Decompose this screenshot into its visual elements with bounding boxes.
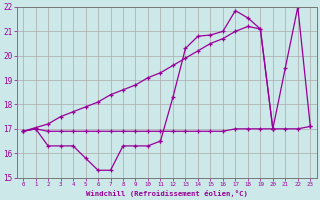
X-axis label: Windchill (Refroidissement éolien,°C): Windchill (Refroidissement éolien,°C): [86, 190, 248, 197]
